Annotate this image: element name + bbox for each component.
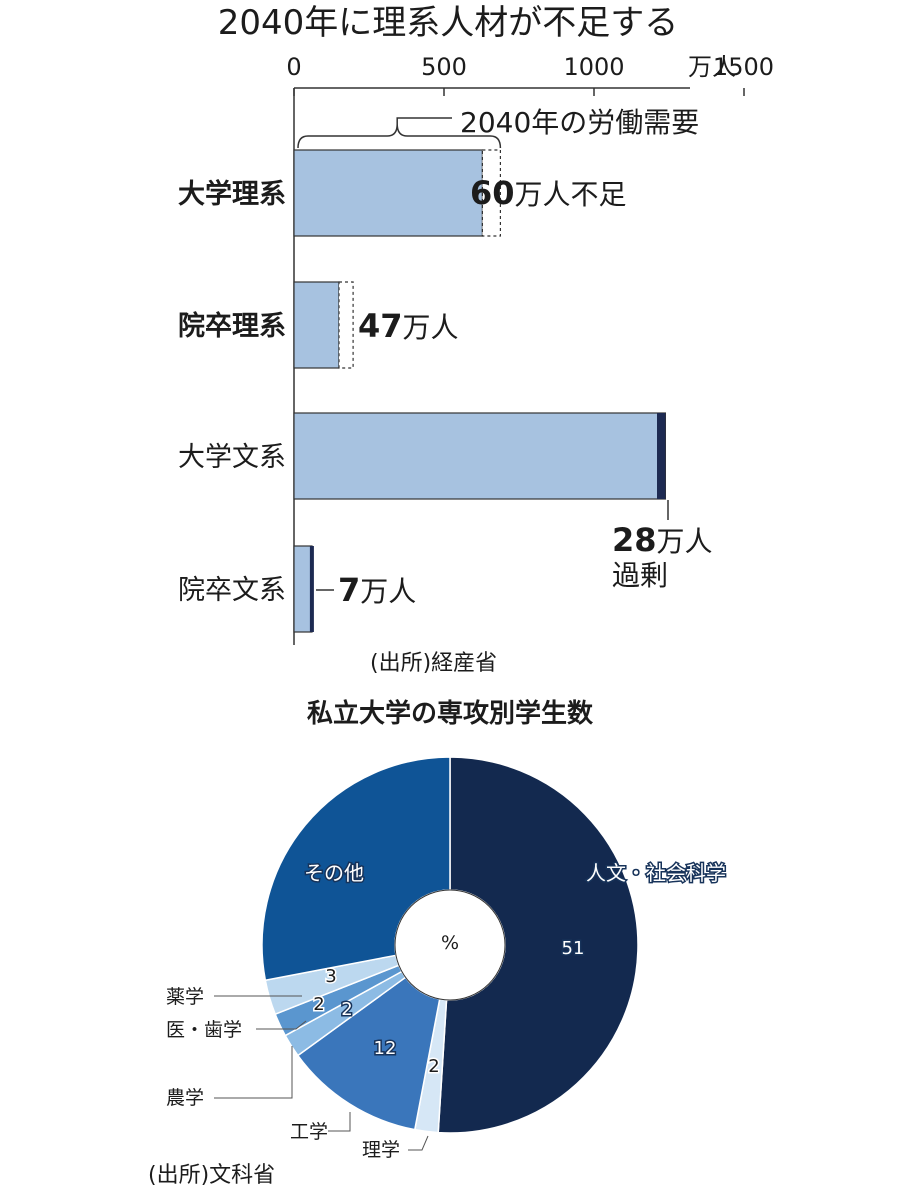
pie-category-label: 薬学: [166, 986, 204, 1008]
bar-chart-source: (出所)経産省: [370, 651, 497, 676]
shortage-segment: [338, 281, 354, 369]
pie-leader-line: [408, 1135, 429, 1151]
pie-chart-source: (出所)文科省: [148, 1163, 275, 1188]
pie-category-label: 理学: [362, 1139, 400, 1161]
pie-chart-title: 私立大学の専攻別学生数: [307, 698, 594, 729]
pie-value-label: 12: [374, 1038, 397, 1059]
x-tick-label: 500: [421, 53, 467, 81]
annotation-unit: 万人不足: [515, 178, 627, 211]
annotation-text: 過剰: [612, 559, 668, 592]
pie-value-label: 51: [562, 938, 585, 959]
category-label: 大学理系: [178, 178, 286, 210]
x-tick-label: 1000: [563, 53, 624, 81]
supply-bar: [293, 281, 340, 369]
pie-category-label: 工学: [290, 1121, 328, 1143]
annotation-number: 60: [470, 174, 515, 212]
annotation-text: 47万人: [358, 307, 459, 345]
annotation-unit: 万人: [360, 575, 416, 608]
annotation-unit: 万人: [403, 311, 459, 344]
category-label: 院卒文系: [178, 575, 286, 606]
pie-value-label: 2: [428, 1056, 439, 1077]
demand-leader-line: [396, 117, 452, 124]
supply-bar: [293, 149, 483, 237]
supply-bar: [293, 545, 313, 633]
pie-value-label: 2: [341, 999, 352, 1020]
bar-chart-title: 2040年に理系人材が不足する: [218, 3, 679, 43]
annotation-unit: 万人: [657, 525, 713, 558]
pie-category-label: 人文・社会科学: [586, 861, 726, 885]
annotation-text: 60万人不足: [470, 174, 627, 212]
pie-center-label: %: [441, 932, 459, 954]
pie-leader-line: [256, 1020, 307, 1030]
annotation-number: 7: [338, 571, 360, 609]
annotation-text: 7万人: [338, 571, 416, 609]
pie-category-label: その他: [304, 861, 364, 885]
pie-value-label: 3: [325, 966, 336, 987]
bar-chart: 0 500 1000 1500大学理系院卒理系大学文系院卒文系60万人不足47万人28…: [178, 53, 774, 645]
annotation-number: 28: [612, 521, 657, 559]
surplus-segment: [657, 413, 666, 499]
x-tick-label: 1500: [713, 53, 774, 81]
demand-label: 2040年の労働需要: [460, 106, 699, 139]
pie-leader-line: [214, 1046, 293, 1099]
pie-category-label: 農学: [166, 1087, 204, 1109]
axis-unit-label: 万人: [688, 53, 736, 81]
pie-leader-line: [328, 1112, 351, 1132]
shortage-segment: [481, 149, 501, 237]
surplus-segment: [309, 546, 314, 632]
annotation-number: 47: [358, 307, 403, 345]
pie-category-label: 医・歯学: [166, 1019, 242, 1041]
pie-hole: [394, 889, 506, 1001]
supply-bar: [293, 412, 666, 500]
annotation-text: 28万人: [612, 521, 713, 559]
pie-value-label: 2: [313, 994, 324, 1015]
category-label: 院卒理系: [178, 310, 286, 342]
category-label: 大学文系: [178, 442, 286, 473]
x-tick-label: 0: [286, 53, 301, 81]
